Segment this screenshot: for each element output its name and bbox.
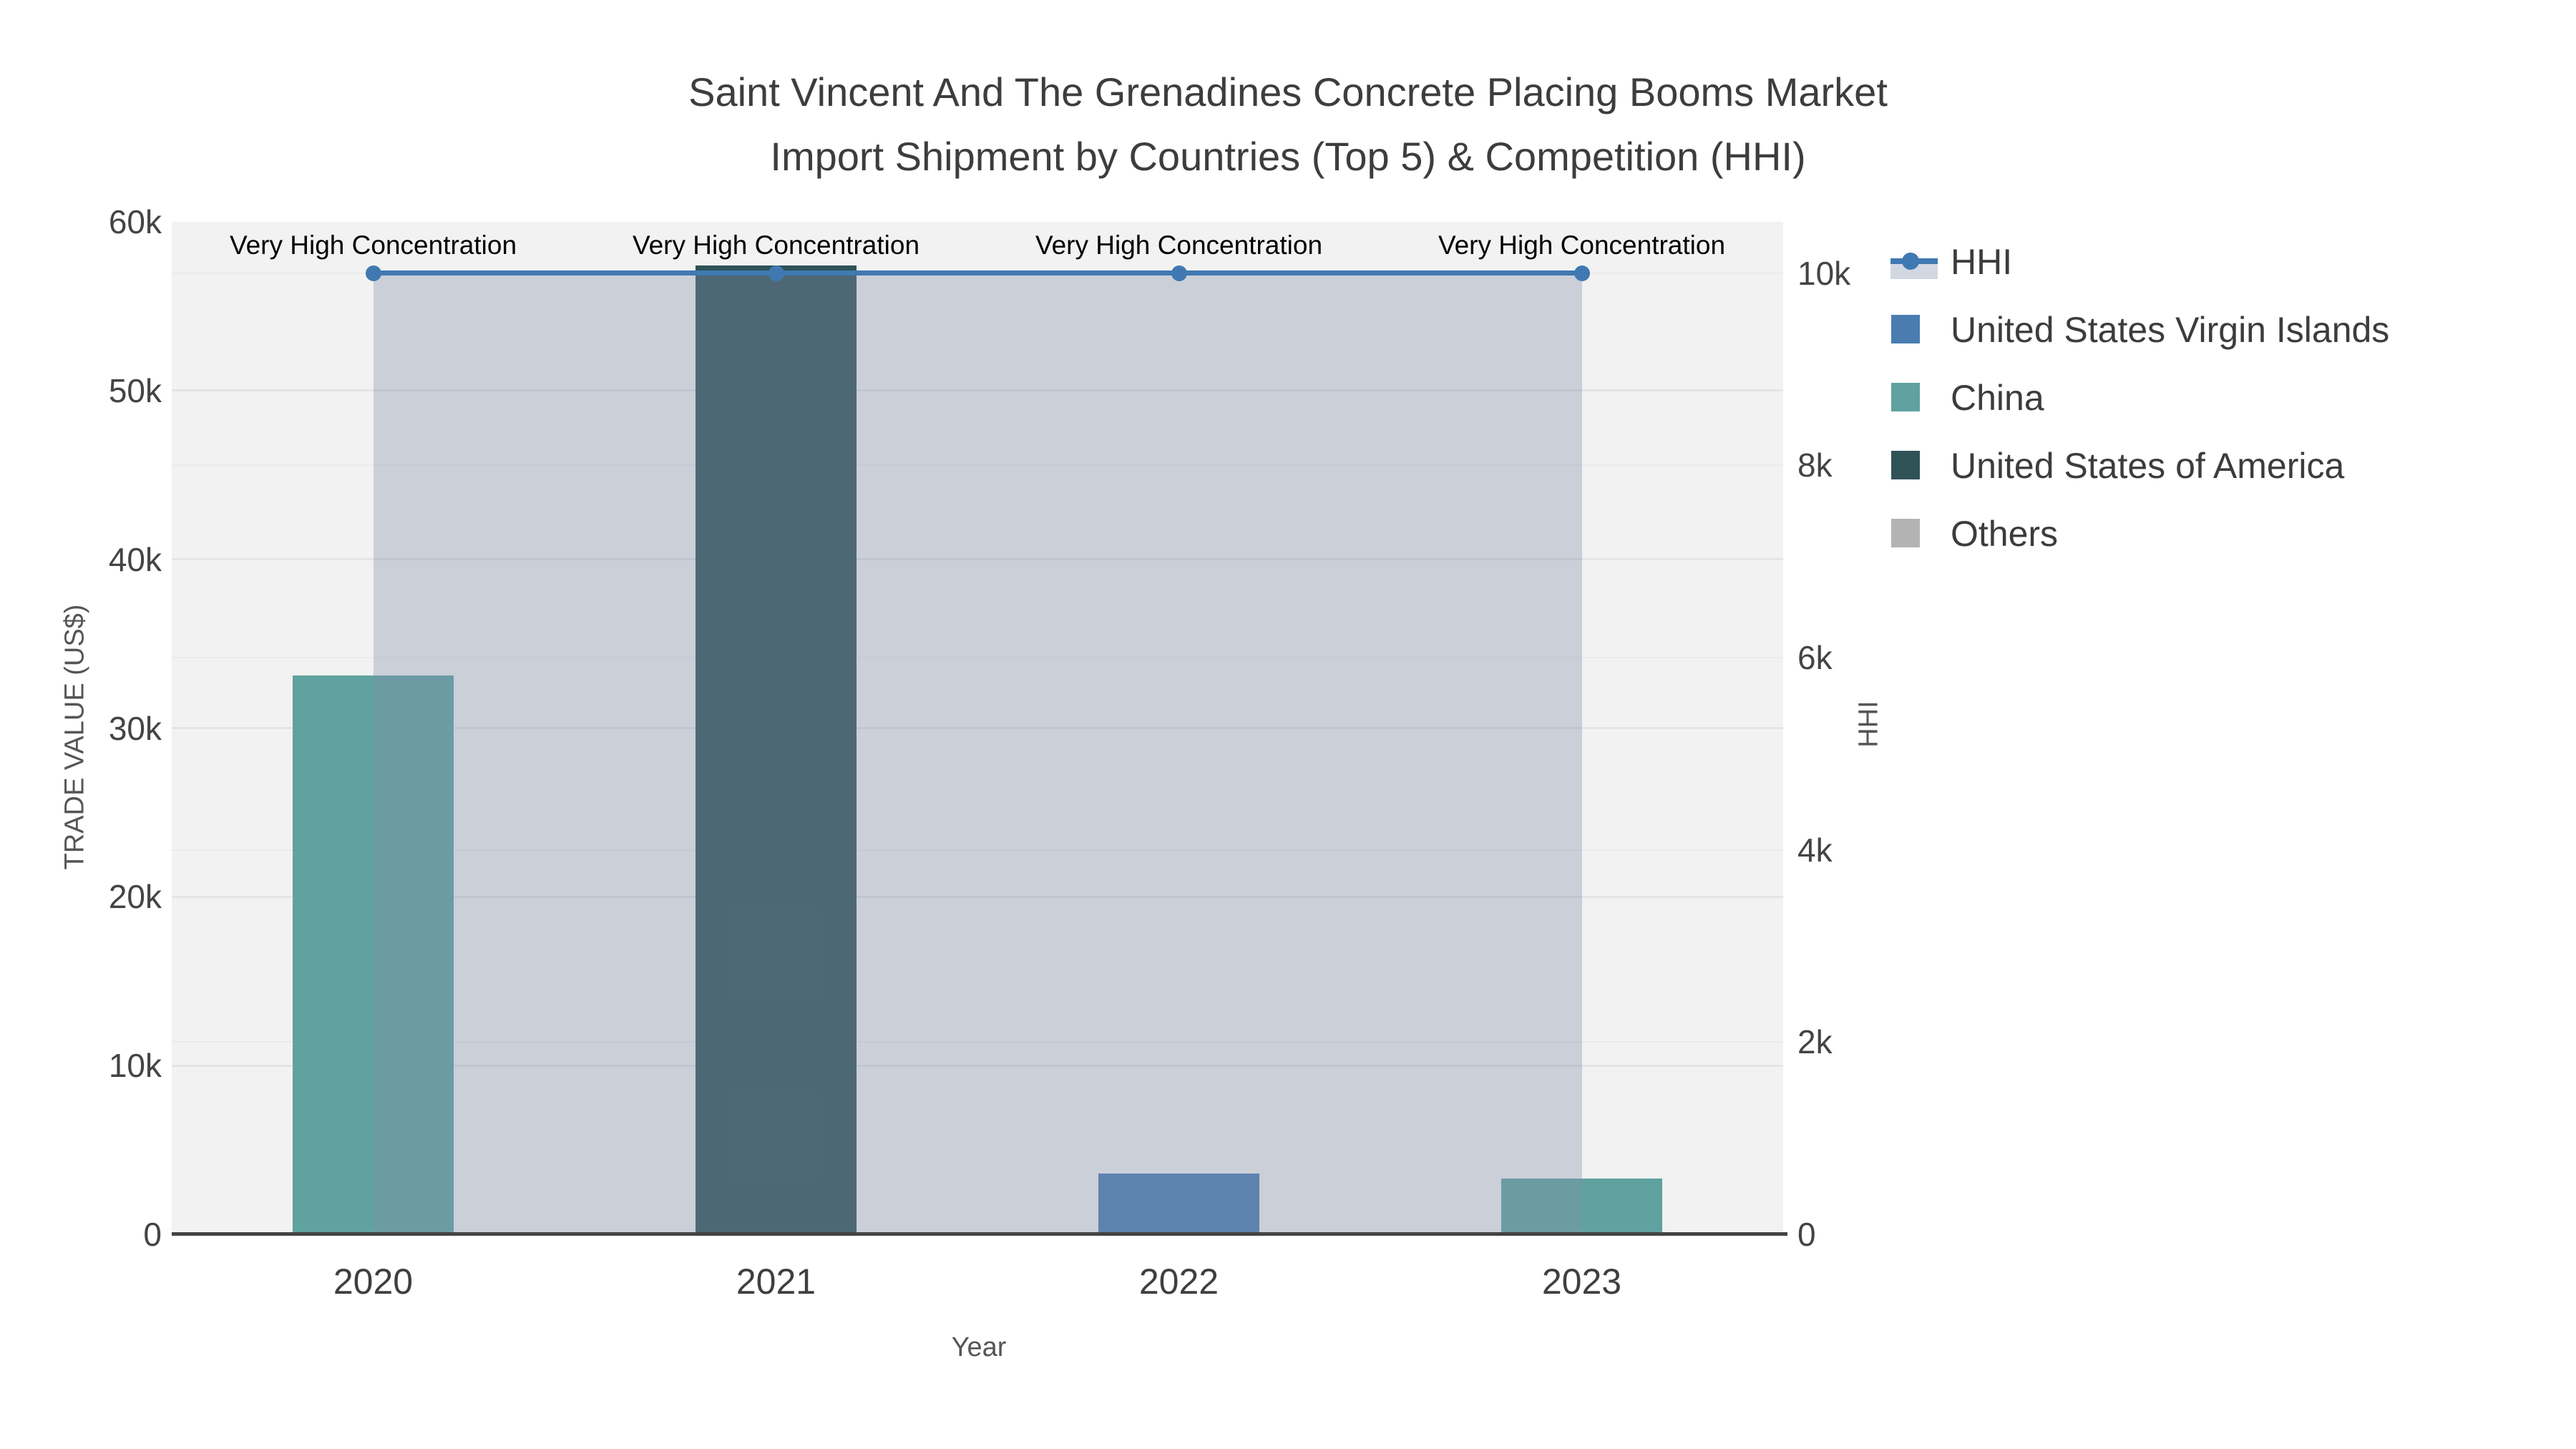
annotation-2020: Very High Concentration <box>229 230 517 260</box>
y-right-tick-0: 0 <box>1797 1216 1816 1253</box>
bar-2021-united-states-of-america[interactable] <box>696 265 857 1234</box>
y-left-tick-50k: 50k <box>108 371 162 409</box>
gridline-right <box>172 657 1783 659</box>
annotation-2021: Very High Concentration <box>632 230 920 260</box>
x-axis-title: Year <box>951 1332 1007 1362</box>
x-axis-line <box>172 1232 1787 1236</box>
legend-label: United States of America <box>1951 445 2345 486</box>
legend-item-others[interactable]: Others <box>1890 499 2389 567</box>
legend-item-china[interactable]: China <box>1890 364 2389 431</box>
gridline-left <box>172 895 1783 898</box>
hhi-marker-2022[interactable] <box>1171 265 1187 281</box>
gridline-left <box>172 558 1783 561</box>
gridline-left <box>172 389 1783 392</box>
y-right-tick-10k: 10k <box>1797 254 1851 292</box>
legend-label: Others <box>1951 513 2059 554</box>
x-tick-2022: 2022 <box>1138 1262 1219 1302</box>
gridline-right <box>172 464 1783 467</box>
y-axis-left-title: TRADE VALUE (US$) <box>59 604 90 870</box>
color-swatch-icon <box>1890 296 1938 364</box>
y-axis-right-title: HHI <box>1853 701 1884 748</box>
y-right-tick-4k: 4k <box>1797 831 1833 869</box>
hhi-line-icon <box>1890 228 1938 296</box>
x-tick-2023: 2023 <box>1541 1262 1622 1302</box>
hhi-line <box>373 270 1582 276</box>
bar-2020-china[interactable] <box>293 675 454 1234</box>
color-swatch-icon <box>1890 364 1938 431</box>
hhi-marker-2020[interactable] <box>365 265 381 281</box>
y-left-tick-60k: 60k <box>108 203 162 240</box>
y-right-tick-6k: 6k <box>1797 639 1833 677</box>
legend-label: China <box>1951 377 2044 418</box>
hhi-marker-2021[interactable] <box>768 265 784 281</box>
plot-area: Very High Concentration Very High Concent… <box>172 222 1783 1234</box>
legend-item-united-states-of-america[interactable]: United States of America <box>1890 431 2389 499</box>
chart-title-line1: Saint Vincent And The Grenadines Concret… <box>688 69 1888 114</box>
bar-2023-china[interactable] <box>1501 1179 1662 1234</box>
legend-item-hhi[interactable]: HHI <box>1890 228 2389 296</box>
chart-title: Saint Vincent And The Grenadines Concret… <box>0 60 2576 189</box>
color-swatch-icon <box>1890 499 1938 567</box>
hhi-marker-2023[interactable] <box>1574 265 1590 281</box>
annotation-2023: Very High Concentration <box>1438 230 1726 260</box>
y-left-tick-40k: 40k <box>108 540 162 578</box>
annotation-2022: Very High Concentration <box>1035 230 1323 260</box>
y-right-tick-2k: 2k <box>1797 1023 1833 1061</box>
y-left-tick-30k: 30k <box>108 709 162 747</box>
legend-item-united-states-virgin-islands[interactable]: United States Virgin Islands <box>1890 296 2389 364</box>
legend-label: HHI <box>1951 241 2013 282</box>
color-swatch-icon <box>1890 431 1938 499</box>
hhi-fill-area <box>373 273 1582 1234</box>
gridline-right <box>172 849 1783 851</box>
gridline-right <box>172 1041 1783 1043</box>
y-left-tick-10k: 10k <box>108 1047 162 1085</box>
chart-title-line2: Import Shipment by Countries (Top 5) & C… <box>770 134 1806 179</box>
bar-2022-united-states-virgin-islands[interactable] <box>1098 1174 1259 1234</box>
y-left-tick-20k: 20k <box>108 878 162 916</box>
gridline-left <box>172 727 1783 729</box>
y-right-tick-8k: 8k <box>1797 447 1833 484</box>
legend-label: United States Virgin Islands <box>1951 309 2390 350</box>
x-tick-2020: 2020 <box>333 1262 414 1302</box>
gridline-left <box>172 1064 1783 1067</box>
legend: HHI United States Virgin Islands China Unit… <box>1890 228 2389 567</box>
y-left-tick-0: 0 <box>143 1216 162 1253</box>
x-tick-2021: 2021 <box>736 1262 816 1302</box>
